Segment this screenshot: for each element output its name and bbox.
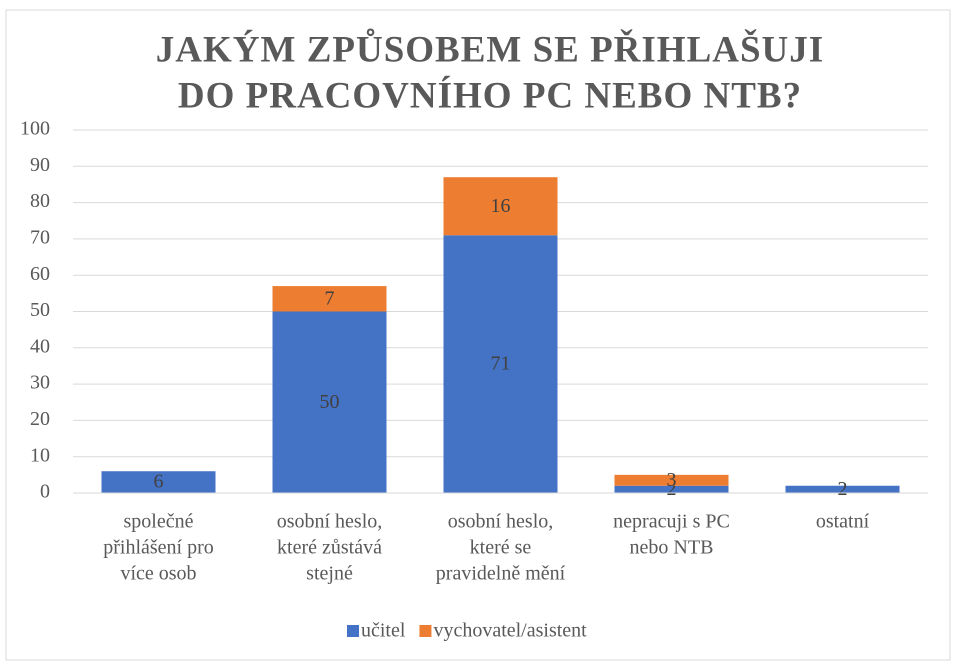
x-tick-label: přihlášení pro	[103, 537, 214, 559]
bar-segment	[272, 286, 387, 312]
x-tick-label: nebo NTB	[630, 537, 714, 559]
data-label: 16	[491, 195, 511, 217]
y-tick-label: 80	[30, 190, 50, 212]
chart-title: JAKÝM ZPŮSOBEM SE PŘIHLAŠUJI	[156, 26, 824, 70]
data-label: 2	[667, 478, 677, 500]
x-tick-label: které se	[470, 537, 532, 559]
y-tick-label: 10	[30, 444, 50, 466]
data-label: 6	[154, 471, 164, 493]
legend-label: učitel	[361, 620, 406, 642]
bar-segment	[272, 311, 387, 493]
data-label: 71	[491, 353, 511, 375]
legend-label: vychovatel/asistent	[433, 620, 587, 642]
y-tick-label: 70	[30, 226, 50, 248]
legend-swatch	[347, 625, 359, 637]
x-tick-label: osobní heslo,	[448, 511, 554, 533]
y-tick-label: 0	[40, 481, 50, 503]
y-tick-label: 30	[30, 372, 50, 394]
legend-swatch	[419, 625, 432, 637]
y-tick-label: 60	[30, 263, 50, 285]
y-tick-label: 20	[30, 408, 50, 430]
y-tick-label: 50	[30, 299, 50, 321]
y-tick-label: 40	[30, 335, 50, 357]
data-label: 2	[838, 478, 848, 500]
x-tick-label: stejné	[306, 563, 353, 585]
bar-segment	[443, 235, 558, 493]
bar-segment	[614, 474, 729, 486]
data-label: 3	[667, 469, 677, 491]
x-tick-label: společné	[124, 511, 194, 533]
bar-segment	[101, 471, 216, 493]
chart-title: DO PRACOVNÍHO PC NEBO NTB?	[178, 74, 802, 116]
data-label: 7	[325, 287, 335, 309]
y-tick-label: 90	[30, 154, 50, 176]
data-label: 50	[320, 391, 340, 413]
y-tick-label: 100	[20, 118, 50, 140]
x-tick-label: které zůstává	[277, 537, 382, 559]
bar-segment	[614, 485, 729, 493]
bar-segment	[443, 177, 558, 236]
x-tick-label: pravidelně mění	[436, 563, 566, 585]
x-tick-label: ostatní	[816, 511, 870, 533]
bar-segment	[785, 485, 900, 493]
x-tick-label: osobní heslo,	[277, 511, 383, 533]
x-tick-label: nepracuji s PC	[613, 511, 730, 533]
x-tick-label: více osob	[120, 563, 196, 585]
